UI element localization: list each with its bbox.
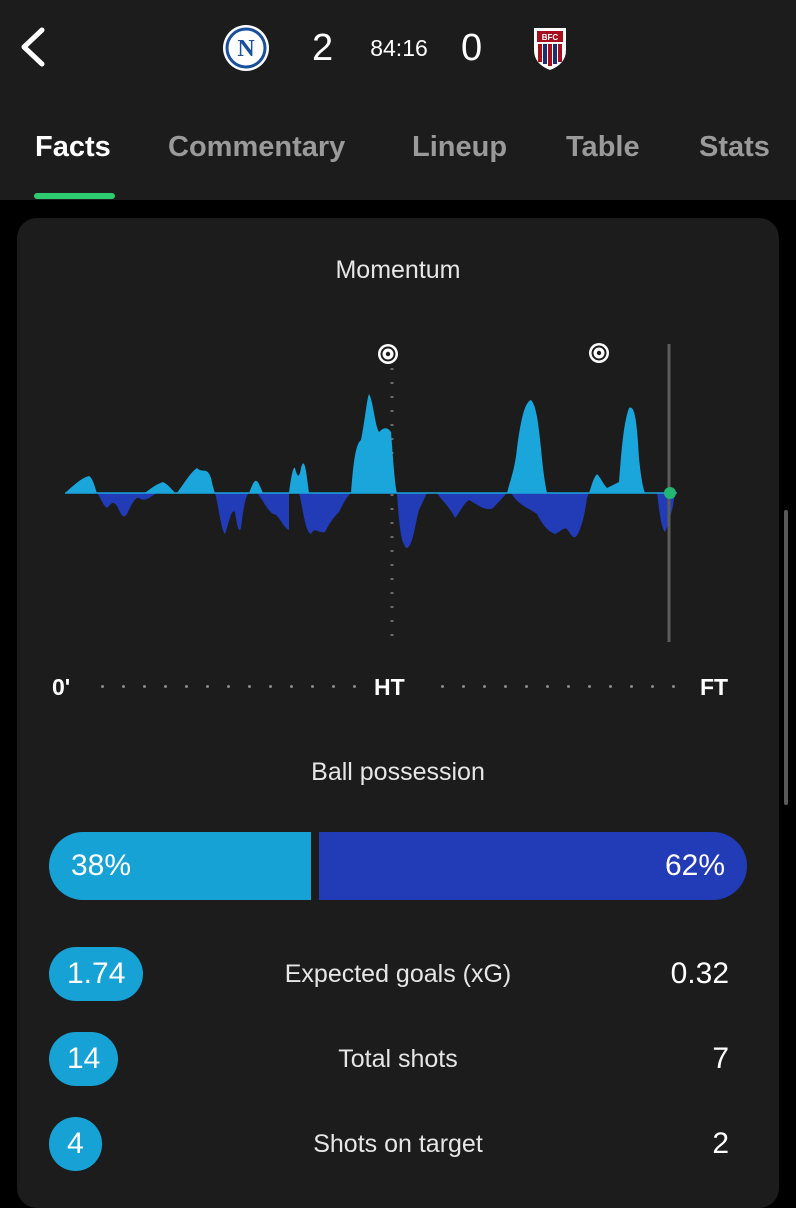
axis-dot	[441, 685, 444, 688]
live-marker-dot	[664, 487, 676, 499]
away-stat-value: 2	[712, 1127, 729, 1160]
stat-label: Shots on target	[313, 1130, 483, 1158]
axis-dot	[630, 685, 633, 688]
facts-card: Momentum 0' HT FT Ball possession 38%	[17, 218, 779, 1208]
possession-bar: 38% 62%	[49, 832, 747, 900]
home-stat-pill: 14	[49, 1032, 119, 1086]
match-clock: 84:16	[370, 35, 428, 61]
possession-home-value: 38%	[71, 849, 132, 882]
axis-dot	[609, 685, 612, 688]
tab-stats[interactable]: Stats	[699, 131, 770, 163]
axis-dot	[332, 685, 335, 688]
axis-dot	[525, 685, 528, 688]
away-momentum-area	[65, 493, 675, 548]
home-score: 2	[312, 27, 334, 69]
axis-dot	[185, 685, 188, 688]
axis-dot	[143, 685, 146, 688]
tab-facts[interactable]: Facts	[35, 131, 111, 163]
back-button[interactable]	[14, 24, 54, 70]
axis-dots-first-half	[101, 685, 367, 688]
away-team-crest[interactable]: BFC	[528, 24, 576, 72]
axis-dot	[101, 685, 104, 688]
possession-away-fill	[319, 832, 747, 900]
possession-title: Ball possession	[311, 758, 485, 786]
bologna-crest-icon: BFC	[534, 28, 566, 70]
napoli-crest-icon: N	[223, 25, 269, 71]
svg-text:BFC: BFC	[542, 33, 559, 42]
scrollbar[interactable]	[784, 510, 788, 805]
axis-dot	[588, 685, 591, 688]
stat-row-xg[interactable]: 1.74 Expected goals (xG) 0.32	[17, 947, 779, 1001]
axis-dot	[206, 685, 209, 688]
axis-dot	[672, 685, 675, 688]
possession-home-fill	[49, 832, 311, 900]
momentum-chart	[65, 343, 677, 648]
axis-dot	[122, 685, 125, 688]
away-score: 0	[461, 27, 483, 69]
home-stat-pill: 4	[49, 1117, 102, 1171]
match-header: N 2 84:16 0 BFC Facts Commentary Lineup …	[0, 0, 796, 200]
axis-dot	[651, 685, 654, 688]
axis-end-label: FT	[700, 674, 729, 700]
axis-dot	[290, 685, 293, 688]
axis-dot	[546, 685, 549, 688]
svg-text:N: N	[237, 36, 255, 62]
away-stat-value: 7	[712, 1042, 729, 1075]
home-team-crest[interactable]: N	[222, 24, 270, 72]
axis-halftime-label: HT	[374, 674, 405, 700]
home-stat-pill: 1.74	[49, 947, 144, 1001]
axis-dot	[248, 685, 251, 688]
active-tab-indicator	[34, 193, 115, 199]
axis-dot	[504, 685, 507, 688]
home-momentum-area	[65, 394, 645, 493]
soccer-ball-icon[interactable]	[589, 343, 609, 363]
axis-dot	[483, 685, 486, 688]
axis-dots-second-half	[441, 685, 685, 688]
tab-commentary[interactable]: Commentary	[168, 131, 346, 163]
momentum-title: Momentum	[335, 256, 461, 284]
axis-dot	[567, 685, 570, 688]
away-stat-value: 0.32	[670, 957, 729, 990]
axis-dot	[227, 685, 230, 688]
stat-label: Expected goals (xG)	[284, 960, 512, 988]
axis-dot	[311, 685, 314, 688]
stat-label: Total shots	[338, 1045, 458, 1073]
stat-row-shots-on-target[interactable]: 4 Shots on target 2	[17, 1117, 779, 1171]
axis-start-label: 0'	[52, 674, 71, 700]
axis-dot	[353, 685, 356, 688]
axis-dot	[164, 685, 167, 688]
axis-dot	[269, 685, 272, 688]
tab-table[interactable]: Table	[566, 131, 640, 163]
soccer-ball-icon[interactable]	[378, 344, 398, 364]
axis-dot	[462, 685, 465, 688]
tab-lineup[interactable]: Lineup	[412, 131, 508, 163]
chevron-left-icon	[21, 27, 45, 67]
stat-row-total-shots[interactable]: 14 Total shots 7	[17, 1032, 779, 1086]
possession-away-value: 62%	[664, 849, 725, 882]
